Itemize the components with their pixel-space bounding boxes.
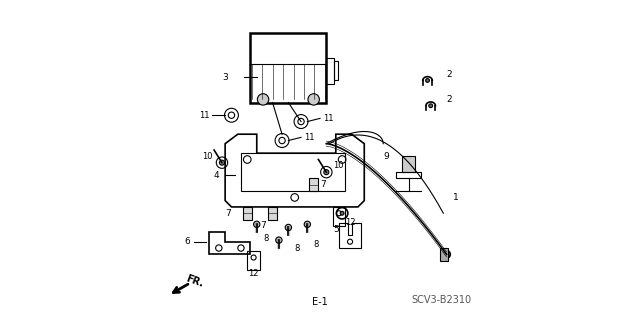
Text: FR.: FR. [184,274,204,289]
Text: 8: 8 [263,234,268,243]
Circle shape [426,78,429,82]
Circle shape [429,104,433,108]
Text: 5: 5 [333,225,339,234]
Circle shape [285,224,292,231]
Text: 4: 4 [213,171,219,180]
Bar [396,172,421,178]
Circle shape [308,94,319,105]
Polygon shape [241,153,346,191]
Text: 12: 12 [248,269,259,278]
Bar [333,207,346,226]
Bar [250,33,326,103]
Circle shape [324,170,329,175]
Circle shape [443,250,451,258]
Text: 11: 11 [304,133,315,142]
Bar [268,207,277,219]
Text: SCV3-B2310: SCV3-B2310 [412,295,472,305]
Text: 8: 8 [314,241,319,249]
Text: 10: 10 [333,161,343,170]
Text: 11: 11 [199,111,209,120]
Bar [440,248,448,261]
Text: 6: 6 [184,237,190,246]
Circle shape [340,211,344,215]
Circle shape [276,237,282,243]
Text: 11: 11 [323,114,333,123]
Text: 8: 8 [294,243,300,253]
Bar [309,178,319,191]
Bar [334,62,338,80]
Text: 3: 3 [223,73,228,82]
Text: 2: 2 [447,70,452,78]
Circle shape [257,94,269,105]
Bar [402,156,415,172]
Circle shape [253,221,260,227]
Bar [326,58,334,84]
Bar [247,251,260,270]
Text: 12: 12 [346,218,356,227]
Text: 7: 7 [320,180,326,189]
Text: 1: 1 [453,193,459,202]
Bar [243,207,252,219]
Text: 7: 7 [226,209,232,218]
Text: 9: 9 [384,152,390,161]
Circle shape [220,160,225,165]
Text: 10: 10 [202,152,212,161]
Text: 2: 2 [447,95,452,104]
Text: E-1: E-1 [312,297,328,307]
Circle shape [304,221,310,227]
Text: 7: 7 [260,221,266,230]
